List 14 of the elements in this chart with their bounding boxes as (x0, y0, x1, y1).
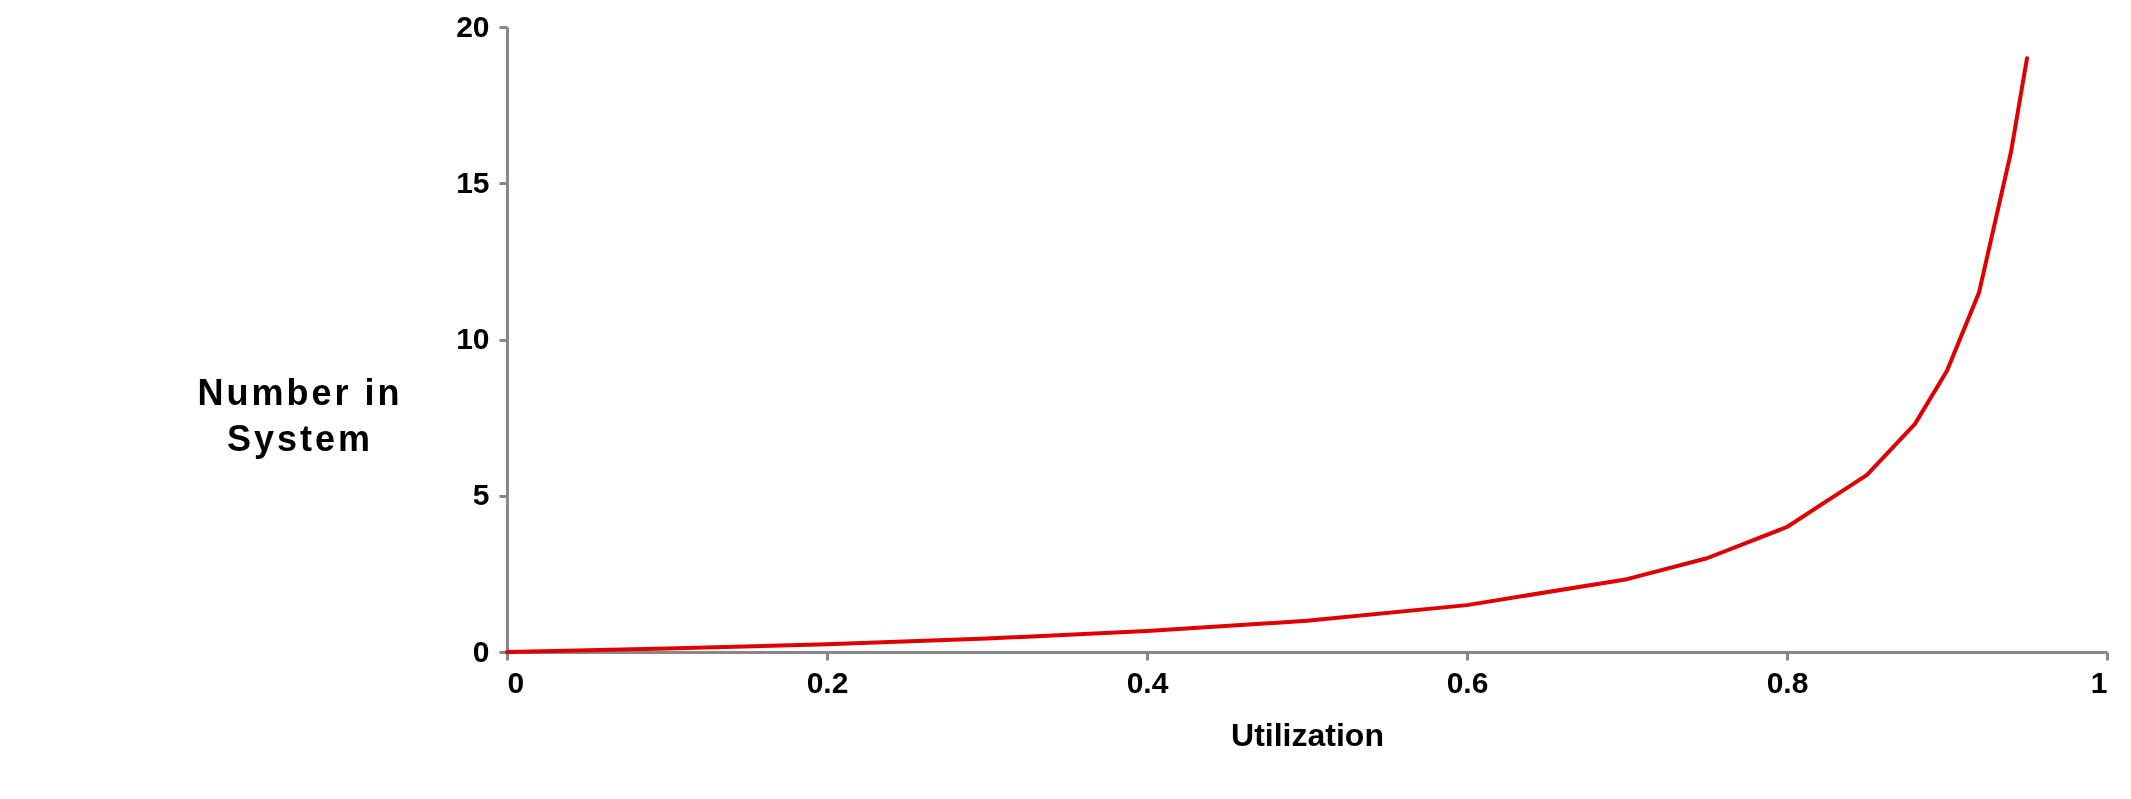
y-tick-label: 0 (472, 634, 490, 668)
x-tick-label: 0.6 (1446, 665, 1489, 699)
y-tick-label: 5 (472, 478, 490, 512)
x-tick-label: 1 (2090, 665, 2108, 699)
x-axis-title: Utilization (1231, 716, 1384, 753)
line-series (505, 56, 2029, 654)
x-tick-label: 0.4 (1126, 665, 1169, 699)
y-axis-title: Number in System (196, 371, 404, 461)
x-tick-label: 0.8 (1766, 665, 1809, 699)
y-tick-label: 20 (456, 9, 490, 43)
y-tick-label: 10 (456, 322, 490, 355)
x-tick-label: 0.2 (806, 665, 849, 699)
x-tick-label: 0 (507, 665, 525, 699)
y-tick-label: 15 (456, 165, 490, 199)
